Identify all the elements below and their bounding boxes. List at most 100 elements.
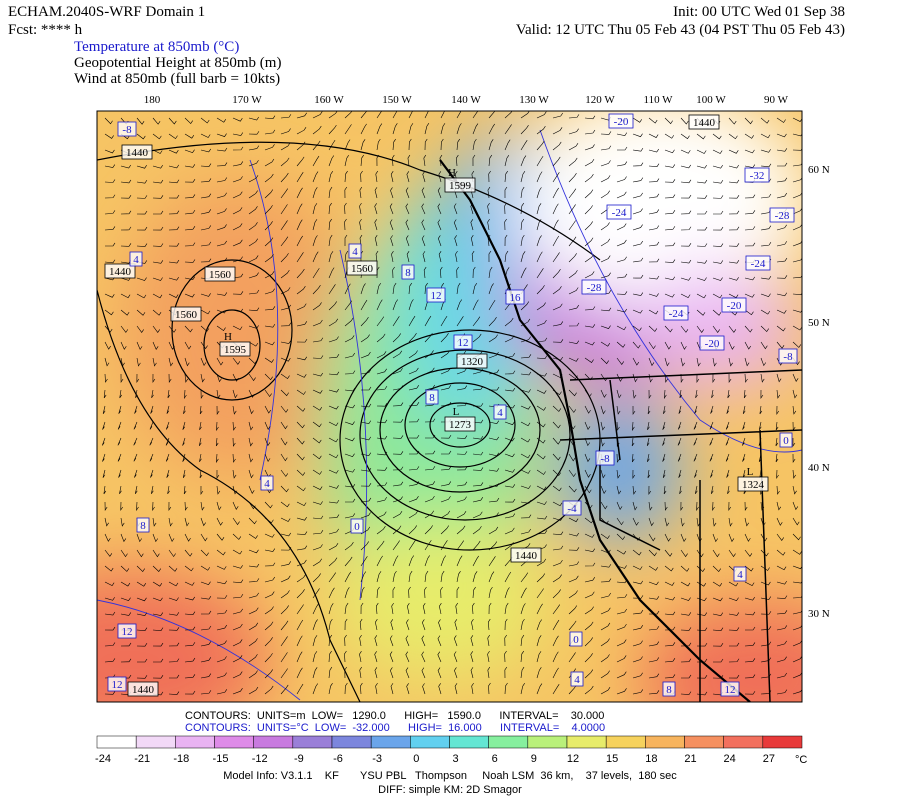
wind-barb: [744, 117, 753, 125]
wind-barb: [488, 526, 499, 535]
wind-barb: [552, 269, 561, 279]
wind-barb: [792, 257, 802, 263]
wind-barb: [760, 673, 772, 679]
temperature-label: 8: [140, 520, 146, 532]
wind-barb: [712, 243, 724, 247]
wind-barb: [584, 389, 592, 398]
wind-barb: [359, 666, 362, 679]
wind-barb: [104, 133, 114, 139]
wind-barb: [552, 405, 562, 412]
wind-barb: [680, 565, 690, 572]
wind-barb: [104, 179, 116, 183]
wind-barb: [248, 341, 259, 347]
wind-barb: [487, 650, 490, 663]
wind-barb: [725, 421, 730, 430]
wind-barb: [680, 149, 691, 154]
wind-barb: [376, 154, 380, 167]
wind-barb: [437, 635, 442, 647]
wind-barb: [136, 133, 146, 140]
wind-barb: [648, 193, 660, 199]
longitude-label: 130 W: [519, 94, 549, 106]
contour-label-box: [699, 335, 725, 351]
wind-barb: [584, 237, 594, 247]
wind-barb: [152, 501, 155, 512]
wind-barb: [120, 581, 131, 587]
wind-barb: [600, 485, 607, 495]
wind-barb: [712, 373, 716, 384]
field-temperature: Temperature at 850mb (°C): [74, 39, 239, 55]
wind-barb: [600, 272, 611, 279]
wind-barb: [600, 607, 611, 615]
wind-barb: [168, 533, 175, 543]
wind-barb: [216, 453, 219, 464]
wind-barb: [552, 453, 561, 461]
wind-barb: [344, 111, 353, 119]
contour-label-box: [493, 404, 507, 420]
wind-barb: [216, 485, 221, 495]
wind-barb: [712, 658, 724, 663]
wind-barb: [552, 574, 562, 583]
wind-barb: [472, 386, 484, 391]
contour-label-box: [104, 263, 136, 279]
wind-barb: [600, 145, 612, 151]
wind-barb: [792, 533, 801, 541]
wind-barb: [104, 242, 116, 247]
wind-barb: [440, 111, 445, 119]
wind-barb: [536, 405, 546, 411]
wind-barb: [648, 596, 660, 600]
wind-barb: [437, 219, 442, 231]
wind-barb: [440, 367, 451, 375]
wind-barb: [280, 605, 289, 615]
wind-barb: [328, 650, 332, 663]
wind-barb: [728, 627, 740, 631]
wind-barb: [360, 512, 371, 519]
wind-barb: [568, 236, 577, 247]
wind-barb: [312, 485, 323, 490]
wind-barb: [744, 549, 753, 557]
wind-barb: [392, 586, 396, 599]
wind-barb: [312, 302, 322, 311]
wind-barb: [568, 357, 579, 362]
wind-barb: [117, 437, 122, 446]
wind-barb: [232, 533, 242, 540]
wind-barb: [776, 389, 781, 399]
wind-barb: [312, 187, 318, 199]
wind-barb: [248, 469, 254, 479]
wind-barb: [616, 671, 627, 679]
wind-barb: [296, 559, 307, 567]
wind-barb: [728, 164, 739, 169]
wind-barb: [296, 635, 303, 647]
colorbar-box: [175, 735, 215, 749]
colorbar-tick-label: 15: [606, 753, 618, 765]
wind-barb: [728, 517, 733, 527]
wind-barb: [776, 117, 786, 123]
wind-barb: [584, 174, 594, 183]
wind-barb: [232, 485, 238, 495]
wind-barb: [728, 581, 739, 587]
wind-barb: [133, 421, 138, 430]
wind-barb: [648, 275, 660, 280]
wind-barb: [328, 557, 338, 567]
wind-barb: [744, 357, 750, 367]
wind-barb: [727, 485, 730, 495]
wind-barb: [248, 206, 258, 215]
wind-barb: [504, 513, 516, 519]
wind-barb: [133, 437, 138, 446]
wind-barb: [152, 277, 163, 281]
wind-barb: [632, 373, 638, 383]
wind-barb: [152, 612, 164, 616]
wind-barb: [760, 611, 772, 615]
wind-barb: [167, 389, 171, 399]
temperature-label: 0: [573, 634, 579, 646]
wind-barb: [568, 142, 579, 151]
wind-barb: [742, 437, 746, 446]
wind-barb: [568, 421, 576, 430]
wind-barb: [648, 325, 658, 332]
wind-barb: [712, 165, 723, 169]
wind-barb: [600, 533, 610, 539]
wind-barb: [760, 533, 768, 542]
wind-barb: [728, 325, 737, 333]
wind-barb: [584, 373, 593, 381]
latitude-label: 60 N: [808, 164, 830, 176]
